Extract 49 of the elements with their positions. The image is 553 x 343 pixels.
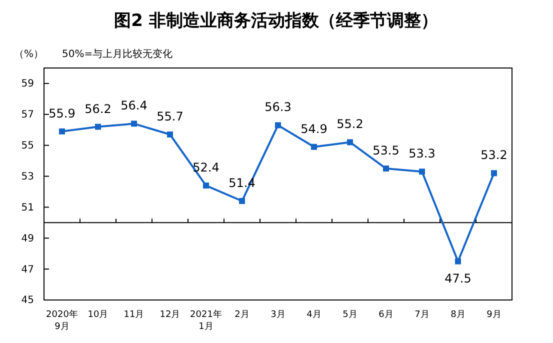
data-label: 56.2 [84, 102, 112, 116]
point [419, 168, 425, 175]
x-tick-label: 7月 [414, 310, 430, 320]
x-tick-label: 2月 [234, 310, 250, 320]
x-tick-label: 5月 [342, 310, 358, 320]
point [203, 182, 209, 189]
point [383, 166, 389, 172]
data-label: 47.5 [444, 271, 472, 286]
data-label: 53.5 [372, 144, 400, 158]
text: 50%=与上月比较无变化 [62, 48, 173, 60]
data-label: 56.4 [120, 98, 148, 113]
data-label: 53.3 [408, 146, 436, 161]
point [455, 258, 461, 264]
y-tick-label: 59 [21, 78, 34, 90]
point [131, 120, 137, 127]
y-tick-label: 47 [21, 264, 34, 276]
y-tick-label: 45 [21, 295, 34, 306]
x-tick-label: 12月 [160, 310, 180, 320]
point [275, 122, 281, 128]
data-label: 55.7 [156, 110, 184, 124]
y-tick-label: 49 [21, 233, 34, 244]
data-label: 52.4 [192, 160, 220, 175]
data-label: 55.2 [336, 117, 364, 132]
x-tick-label: 8月 [450, 310, 466, 320]
data-label: 55.9 [48, 106, 76, 120]
y-tick-label: 53 [21, 171, 34, 182]
x-tick-label: 3月 [270, 310, 286, 320]
point [239, 198, 245, 204]
point [491, 170, 497, 176]
text: （%） [14, 49, 44, 60]
x-tick-label: 2020年 9月 [46, 309, 78, 332]
x-tick-label: 9月 [486, 310, 502, 320]
x-tick-label: 11月 [124, 310, 144, 320]
y-tick-label: 55 [21, 140, 34, 152]
y-tick-label: 51 [21, 202, 34, 214]
point [167, 132, 173, 138]
data-label: 56.3 [264, 100, 292, 114]
point [59, 128, 65, 134]
point [95, 124, 101, 130]
point [311, 144, 317, 150]
y-tick-label: 57 [21, 110, 34, 121]
point [347, 139, 353, 146]
data-label: 54.9 [300, 122, 328, 136]
chart-title: 图2 非制造业商务活动指数（经季节调整） [114, 11, 438, 31]
data-label: 53.2 [480, 148, 508, 162]
x-tick-label: 4月 [306, 310, 322, 320]
x-tick-label: 6月 [378, 310, 394, 320]
x-tick-label: 2021年 1月 [190, 309, 222, 332]
x-tick-label: 10月 [88, 310, 108, 320]
